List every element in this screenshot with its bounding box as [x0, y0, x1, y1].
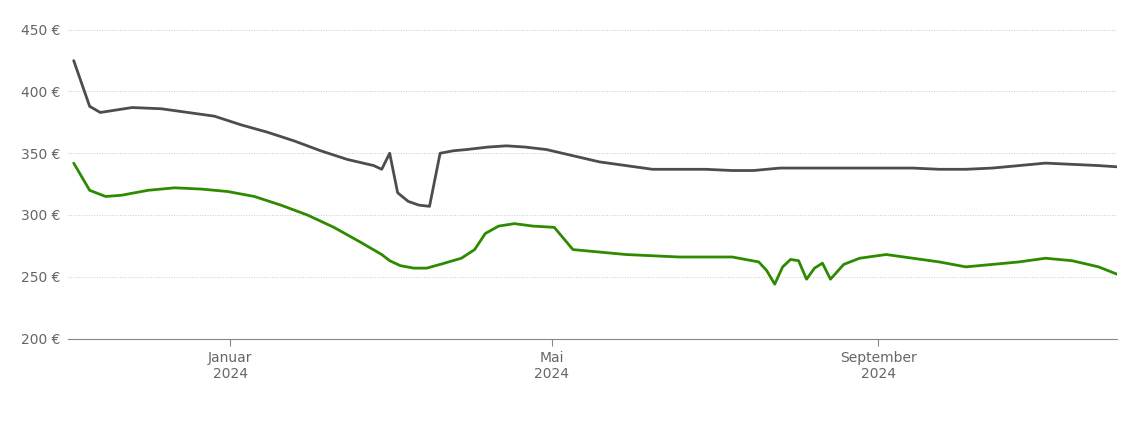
- Legend: lose Ware, Sackware: lose Ware, Sackware: [472, 428, 714, 434]
